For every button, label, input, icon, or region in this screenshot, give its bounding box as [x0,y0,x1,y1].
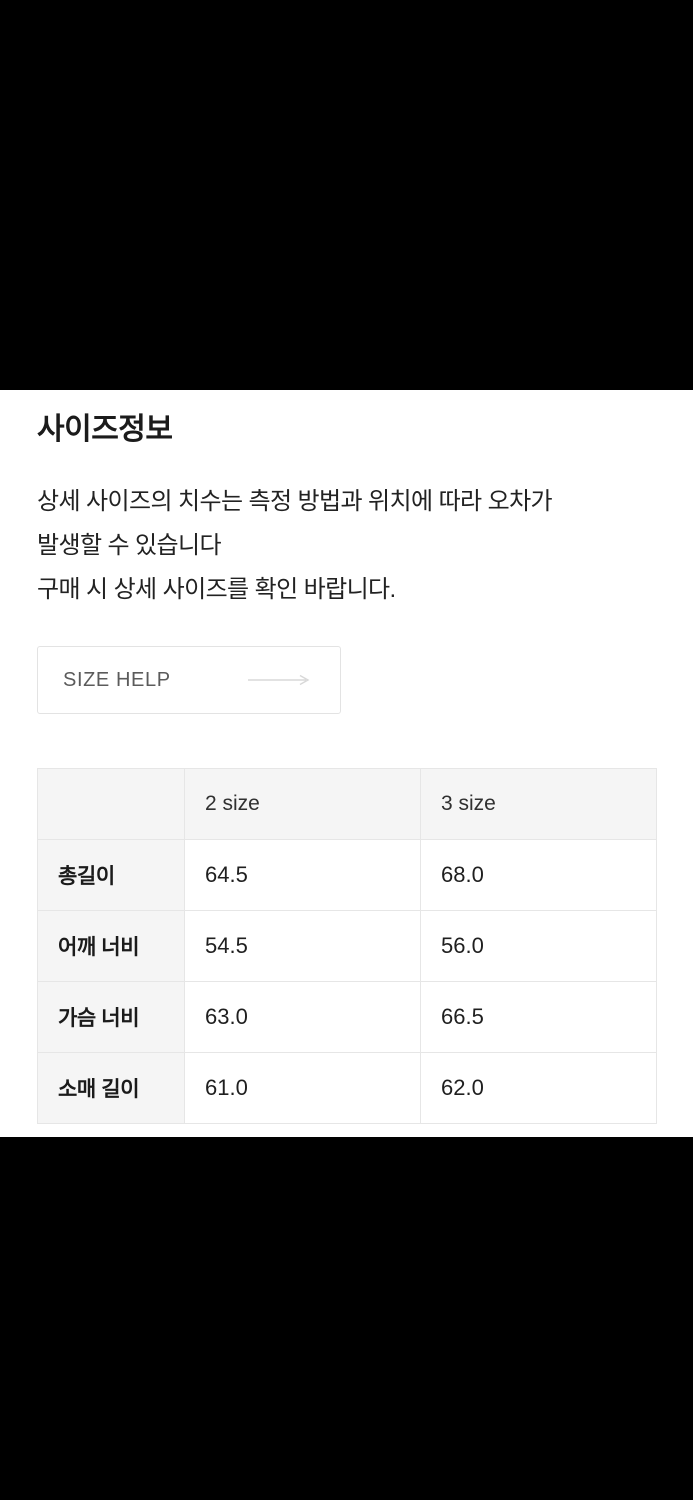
table-row: 가슴 너비 63.0 66.5 [37,981,657,1053]
table-column-header-2size: 2 size [184,768,421,840]
size-table-body: 총길이 64.5 68.0 어깨 너비 54.5 56.0 가슴 너비 63.0… [37,839,657,1124]
table-corner-cell [37,768,185,840]
cell-chest-width-2size: 63.0 [184,981,421,1053]
description-line-3: 구매 시 상세 사이즈를 확인 바랍니다. [37,576,396,603]
letterbox-top-bar [0,0,693,390]
cell-sleeve-length-3size: 62.0 [420,1052,657,1124]
table-column-header-3size: 3 size [420,768,657,840]
row-label-chest-width: 가슴 너비 [37,981,185,1053]
table-header-row: 2 size 3 size [37,768,657,840]
description-line-2: 발생할 수 있습니다 [37,532,222,559]
row-label-sleeve-length: 소매 길이 [37,1052,185,1124]
arrow-right-icon [248,674,310,686]
row-label-total-length: 총길이 [37,839,185,911]
table-row: 소매 길이 61.0 62.0 [37,1052,657,1124]
size-description: 상세 사이즈의 치수는 측정 방법과 위치에 따라 오차가 발생할 수 있습니다… [37,480,662,612]
size-help-label: SIZE HELP [63,668,171,691]
size-table-head: 2 size 3 size [37,768,657,840]
cell-total-length-2size: 64.5 [184,839,421,911]
cell-shoulder-width-2size: 54.5 [184,910,421,982]
table-row: 총길이 64.5 68.0 [37,839,657,911]
letterbox-bottom-bar [0,1137,693,1500]
size-help-button[interactable]: SIZE HELP [37,646,341,714]
cell-sleeve-length-2size: 61.0 [184,1052,421,1124]
size-info-panel: 사이즈정보 상세 사이즈의 치수는 측정 방법과 위치에 따라 오차가 발생할 … [0,390,693,1137]
cell-shoulder-width-3size: 56.0 [420,910,657,982]
page-title: 사이즈정보 [37,413,173,446]
table-row: 어깨 너비 54.5 56.0 [37,910,657,982]
cell-chest-width-3size: 66.5 [420,981,657,1053]
cell-total-length-3size: 68.0 [420,839,657,911]
row-label-shoulder-width: 어깨 너비 [37,910,185,982]
description-line-1: 상세 사이즈의 치수는 측정 방법과 위치에 따라 오차가 [37,488,553,515]
size-table: 2 size 3 size 총길이 64.5 68.0 어깨 너비 54.5 5… [37,768,657,1124]
